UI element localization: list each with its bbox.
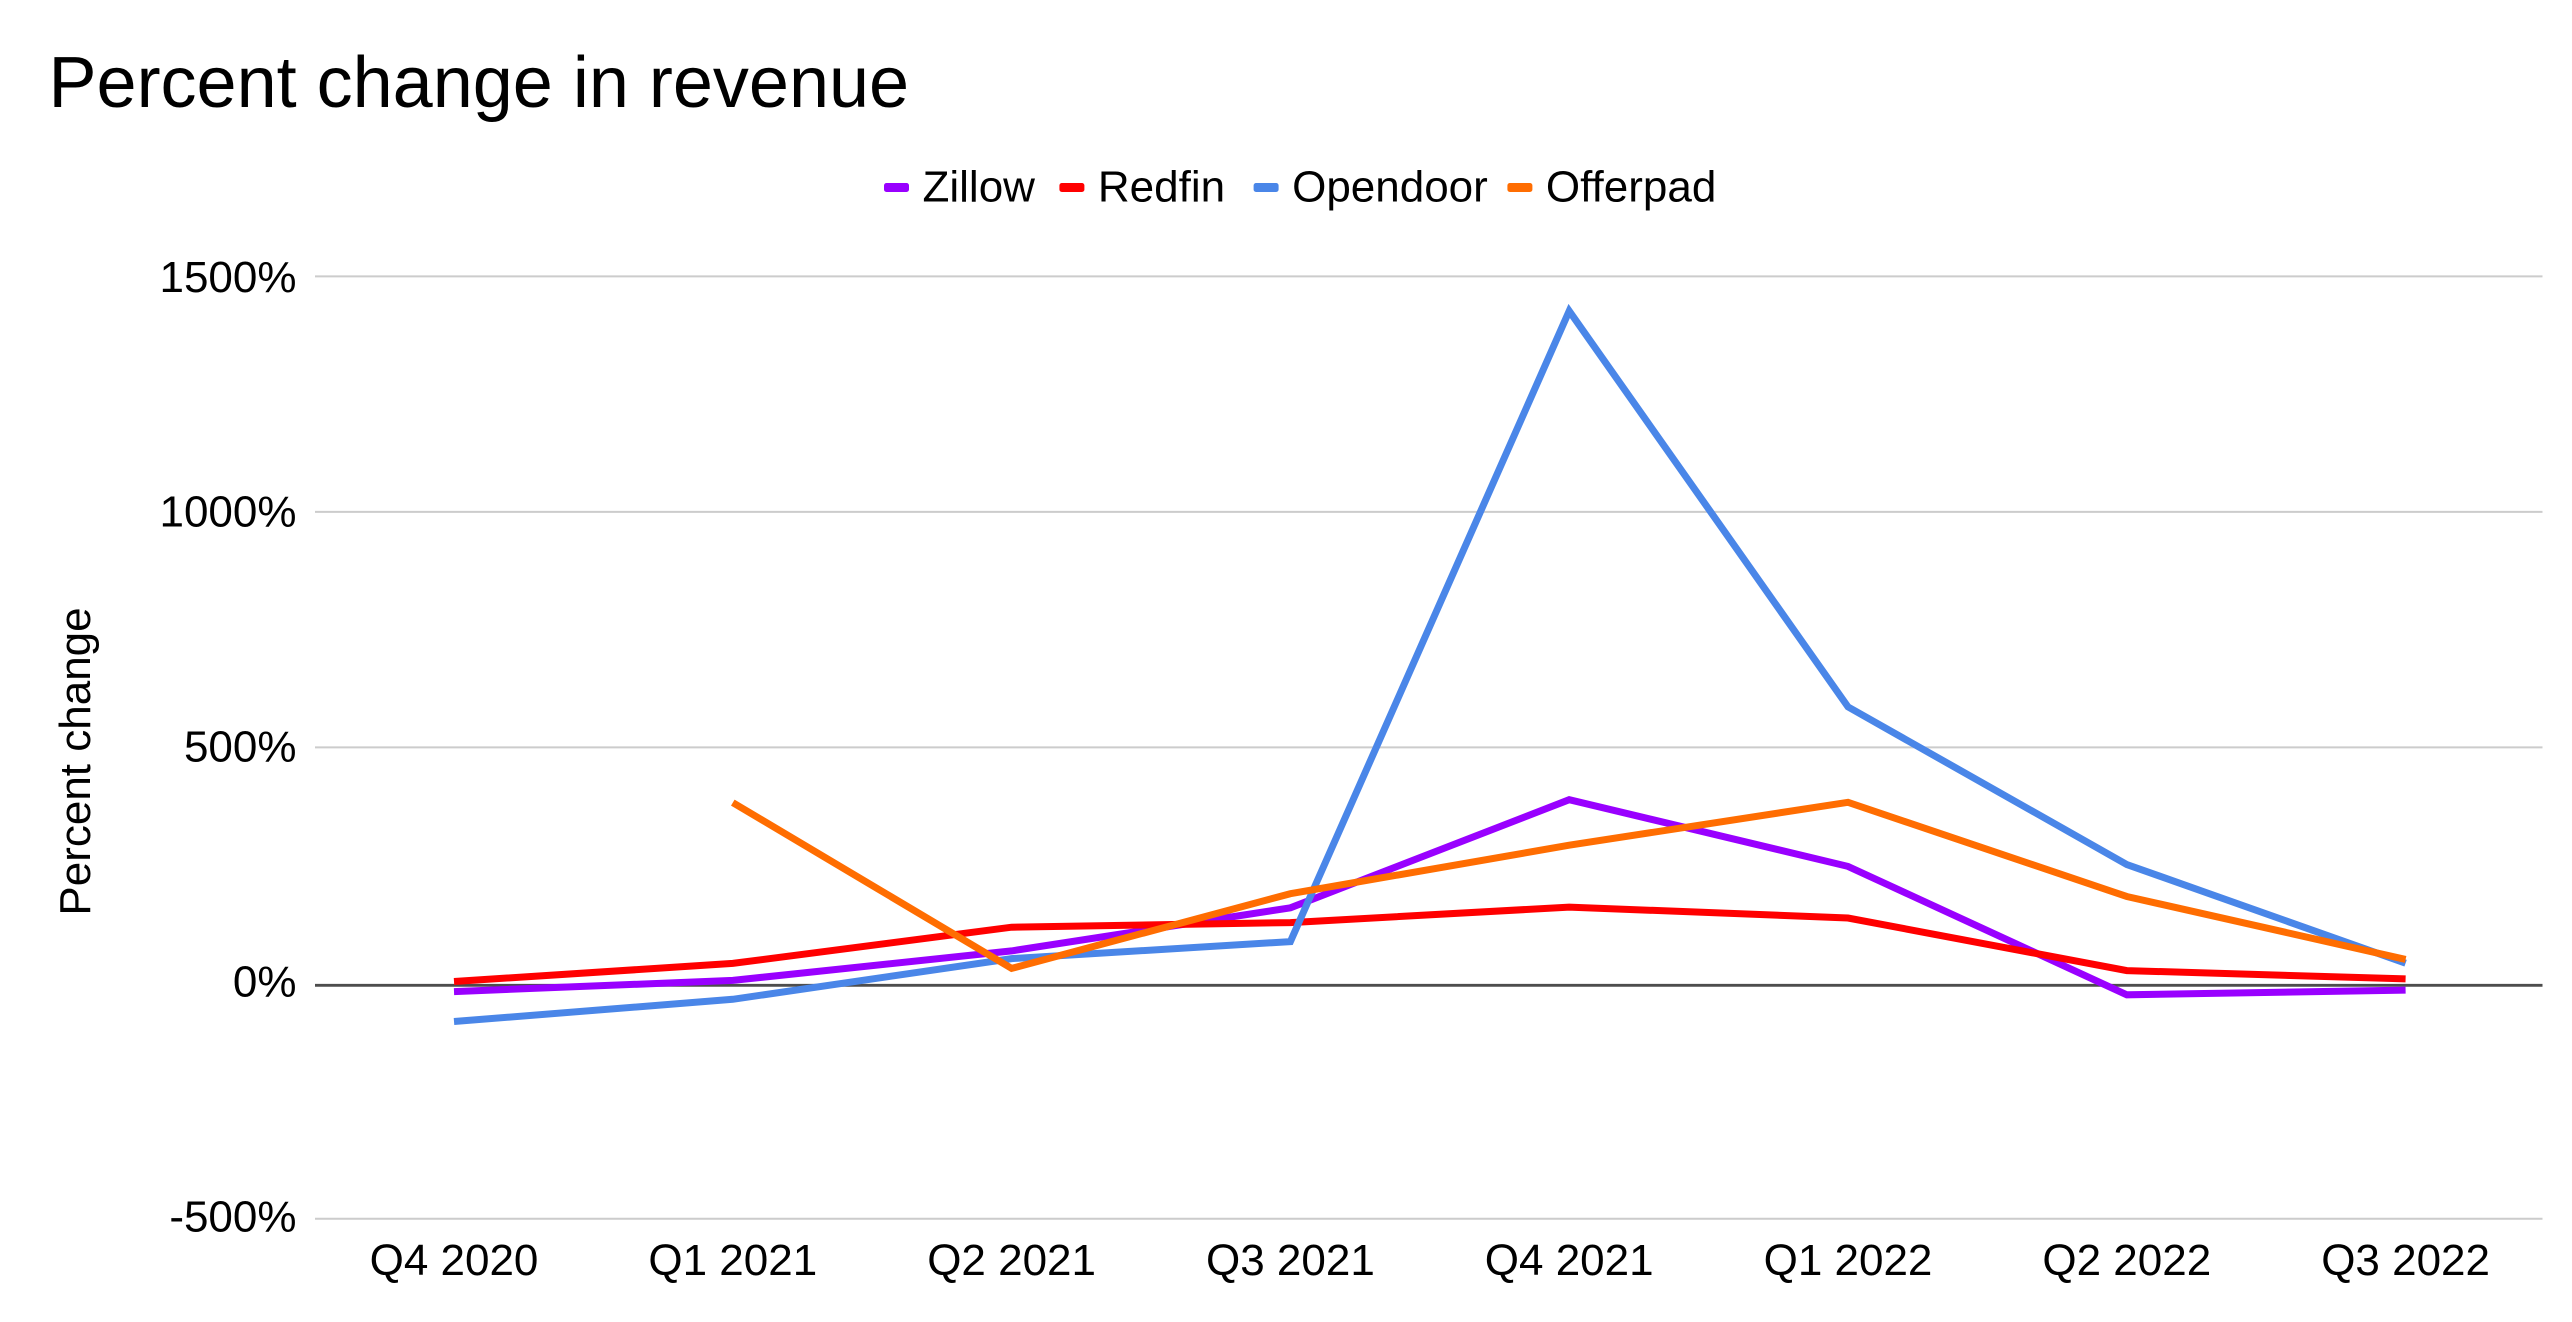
svg-text:Q2 2021: Q2 2021	[927, 1236, 1096, 1285]
svg-text:Q2 2022: Q2 2022	[2042, 1236, 2211, 1285]
svg-text:500%: 500%	[184, 723, 297, 772]
svg-text:Percent change in revenue: Percent change in revenue	[49, 43, 910, 123]
svg-text:Q1 2021: Q1 2021	[648, 1236, 817, 1285]
svg-text:Q1 2022: Q1 2022	[1764, 1236, 1933, 1285]
svg-text:Q4 2021: Q4 2021	[1485, 1236, 1654, 1285]
svg-text:Opendoor: Opendoor	[1292, 163, 1488, 212]
svg-text:Q4 2020: Q4 2020	[370, 1236, 539, 1285]
svg-text:1500%: 1500%	[159, 253, 296, 302]
svg-text:-500%: -500%	[169, 1193, 296, 1242]
svg-text:0%: 0%	[233, 958, 297, 1007]
svg-text:Q3 2021: Q3 2021	[1206, 1236, 1375, 1285]
svg-text:Zillow: Zillow	[923, 163, 1036, 212]
svg-text:Q3 2022: Q3 2022	[2321, 1236, 2490, 1285]
svg-text:1000%: 1000%	[159, 488, 296, 537]
svg-text:Offerpad: Offerpad	[1546, 163, 1716, 212]
svg-text:Percent change: Percent change	[51, 607, 100, 915]
svg-text:Redfin: Redfin	[1098, 163, 1225, 212]
